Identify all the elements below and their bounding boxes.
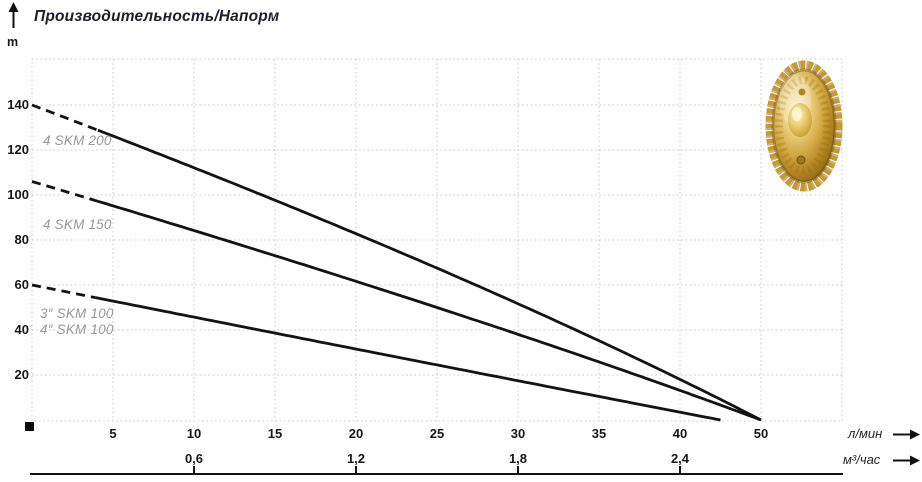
- y-axis-unit-label: m: [7, 35, 19, 49]
- curve-label-4in-skm-100: 4″ SKM 100: [40, 322, 114, 337]
- x-axis-unit-m3h: м³/час: [843, 452, 881, 467]
- pump-curve: [31, 283, 96, 299]
- x2-axis-arrow-right-icon: [893, 455, 920, 466]
- secondary-axis-tick: [679, 466, 681, 474]
- gridlines: [31, 58, 843, 422]
- y-tick-60: 60: [14, 277, 29, 292]
- y-tick-80: 80: [14, 232, 29, 247]
- x-tick-5: 5: [109, 426, 117, 441]
- y-tick-40: 40: [14, 322, 29, 337]
- x2-tick-2-4: 2,4: [670, 451, 690, 466]
- curve-label-4-skm-200: 4 SKM 200: [43, 133, 112, 148]
- y-tick-20: 20: [14, 367, 29, 382]
- curve-label-4-skm-150: 4 SKM 150: [43, 217, 112, 232]
- x2-tick-1-8: 1,8: [508, 451, 528, 466]
- impeller-image: [765, 60, 843, 192]
- x-tick-30: 30: [510, 426, 526, 441]
- pump-curve: [97, 128, 762, 422]
- x-tick-40: 40: [672, 426, 688, 441]
- pump-curve: [95, 296, 721, 422]
- x-tick-20: 20: [348, 426, 364, 441]
- pump-curves: [31, 103, 762, 422]
- curve-label-3in-skm-100: 3″ SKM 100: [40, 306, 114, 321]
- x-tick-25: 25: [429, 426, 445, 441]
- secondary-axis-tick: [193, 466, 195, 474]
- y-axis-arrow-up-icon: [8, 2, 19, 28]
- secondary-axis-line: [30, 473, 843, 475]
- x-tick-10: 10: [186, 426, 202, 441]
- x-axis-arrow-right-icon: [893, 429, 920, 440]
- x2-tick-1-2: 1,2: [346, 451, 366, 466]
- origin-marker: [25, 422, 34, 431]
- x2-tick-0-6: 0,6: [184, 451, 204, 466]
- secondary-axis-tick: [517, 466, 519, 474]
- pump-curve: [31, 180, 99, 203]
- x-tick-15: 15: [267, 426, 283, 441]
- x-tick-35: 35: [591, 426, 607, 441]
- secondary-axis-tick: [355, 466, 357, 474]
- pump-curve: [97, 199, 762, 422]
- pump-curve: [31, 103, 99, 132]
- x-tick-50: 50: [753, 426, 769, 441]
- chart-title: Производительность/Напорм: [34, 8, 280, 25]
- y-tick-140: 140: [7, 97, 29, 112]
- y-tick-100: 100: [7, 187, 29, 202]
- x-axis-unit-lmin: л/мин: [848, 426, 883, 441]
- y-tick-120: 120: [7, 142, 29, 157]
